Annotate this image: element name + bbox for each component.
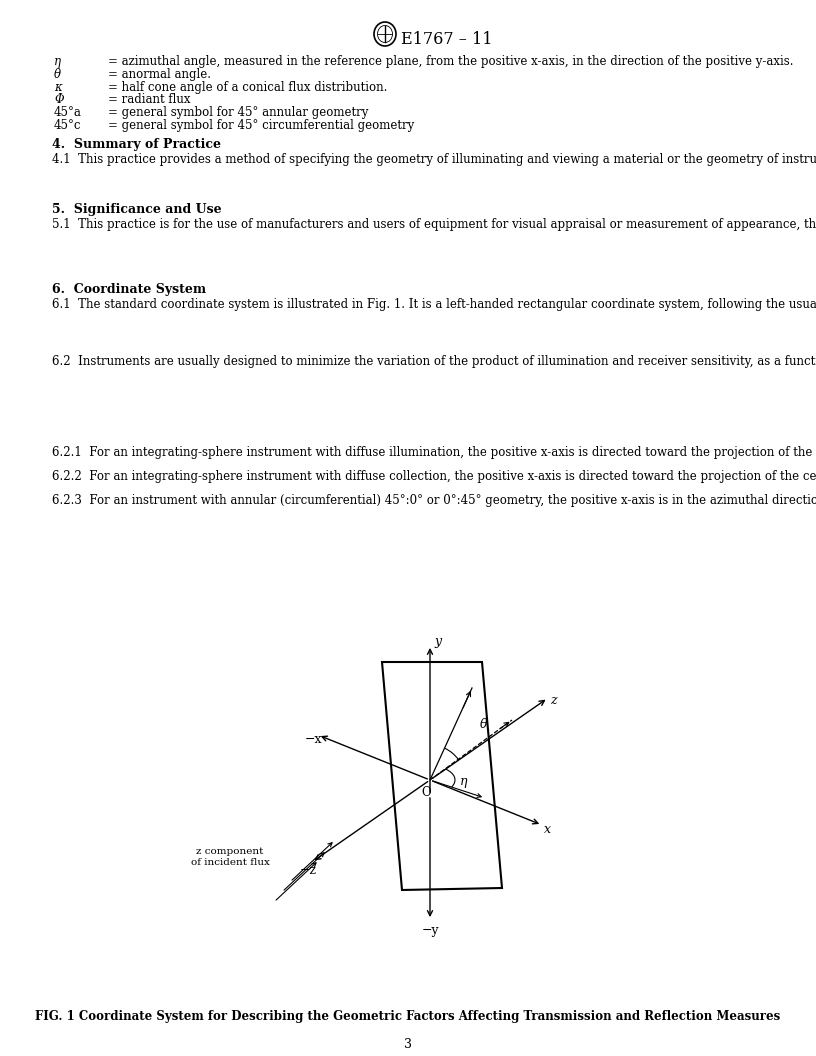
Text: κ: κ <box>54 80 62 94</box>
Text: z component
of incident flux: z component of incident flux <box>191 847 269 867</box>
Text: 45°a: 45°a <box>54 107 82 119</box>
Text: 6.2.2  For an integrating-sphere instrument with diffuse collection, the positiv: 6.2.2 For an integrating-sphere instrume… <box>52 470 816 483</box>
Text: = azimuthal angle, measured in the reference plane, from the positive x-axis, in: = azimuthal angle, measured in the refer… <box>108 55 793 68</box>
Text: 45°c: 45°c <box>54 119 82 132</box>
Text: −y: −y <box>422 924 440 937</box>
Text: 3: 3 <box>404 1038 412 1051</box>
Text: 6.1  The standard coordinate system is illustrated in Fig. 1. It is a left-hande: 6.1 The standard coordinate system is il… <box>52 298 816 312</box>
Text: 5.  Significance and Use: 5. Significance and Use <box>52 203 222 216</box>
Text: −z: −z <box>300 864 317 876</box>
Text: FIG. 1 Coordinate System for Describing the Geometric Factors Affecting Transmis: FIG. 1 Coordinate System for Describing … <box>35 1010 781 1023</box>
Text: z: z <box>550 694 557 708</box>
Text: 4.  Summary of Practice: 4. Summary of Practice <box>52 138 221 151</box>
Text: E1767 – 11: E1767 – 11 <box>401 31 493 48</box>
Text: O: O <box>421 786 431 799</box>
Text: η: η <box>54 55 61 68</box>
Text: = general symbol for 45° annular geometry: = general symbol for 45° annular geometr… <box>108 107 368 119</box>
Text: η: η <box>460 775 468 788</box>
Text: 6.  Coordinate System: 6. Coordinate System <box>52 283 206 296</box>
Text: = general symbol for 45° circumferential geometry: = general symbol for 45° circumferential… <box>108 119 415 132</box>
Text: = anormal angle.: = anormal angle. <box>108 68 211 81</box>
Text: Φ: Φ <box>54 93 64 107</box>
Text: 5.1  This practice is for the use of manufacturers and users of equipment for vi: 5.1 This practice is for the use of manu… <box>52 218 816 231</box>
Text: = radiant flux: = radiant flux <box>108 93 190 107</box>
Text: θ: θ <box>54 68 61 81</box>
Text: = half cone angle of a conical flux distribution.: = half cone angle of a conical flux dist… <box>108 80 388 94</box>
Text: 6.2  Instruments are usually designed to minimize the variation of the product o: 6.2 Instruments are usually designed to … <box>52 355 816 367</box>
Text: −x: −x <box>305 733 322 746</box>
Text: 6.2.3  For an instrument with annular (circumferential) 45°:0° or 0°:45° geometr: 6.2.3 For an instrument with annular (ci… <box>52 494 816 507</box>
Text: y: y <box>434 635 441 648</box>
Text: 6.2.1  For an integrating-sphere instrument with diffuse illumination, the posit: 6.2.1 For an integrating-sphere instrume… <box>52 446 816 459</box>
Text: 4.1  This practice provides a method of specifying the geometry of illuminating : 4.1 This practice provides a method of s… <box>52 153 816 166</box>
Text: x: x <box>544 823 551 836</box>
Text: θ: θ <box>480 718 487 731</box>
